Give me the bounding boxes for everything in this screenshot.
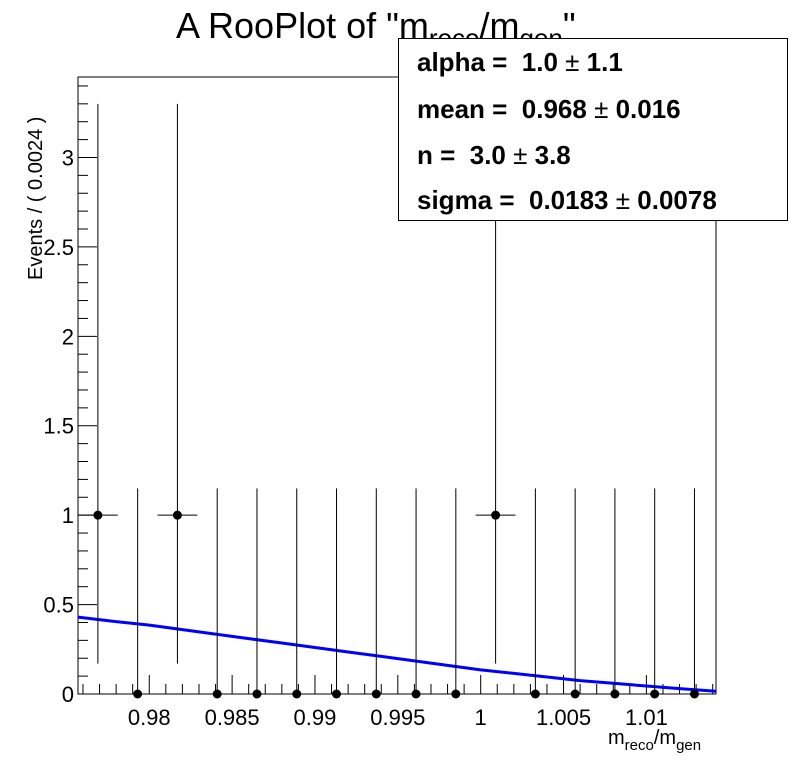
data-marker xyxy=(332,689,342,699)
data-point xyxy=(78,103,118,664)
plus-minus-icon: ± xyxy=(594,94,609,124)
y-tick-label: 1 xyxy=(62,503,74,528)
data-point xyxy=(371,488,381,699)
data-marker xyxy=(570,689,580,699)
data-point xyxy=(570,488,580,699)
stat-alpha-error: 1.1 xyxy=(579,47,623,77)
y-tick-label: 2.5 xyxy=(43,235,74,260)
y-tick-label: 1.5 xyxy=(43,414,74,439)
stat-n-label: n = 3.0 xyxy=(417,140,514,170)
data-marker xyxy=(252,689,262,699)
x-tick-label: 1 xyxy=(475,705,487,730)
data-marker xyxy=(530,689,540,699)
data-point xyxy=(252,488,262,699)
plus-minus-icon: ± xyxy=(513,140,528,170)
data-point xyxy=(689,488,699,699)
data-point xyxy=(411,488,421,699)
data-point xyxy=(610,488,620,699)
data-marker xyxy=(650,689,660,699)
x-tick-label: 0.98 xyxy=(128,705,171,730)
plus-minus-icon: ± xyxy=(615,185,631,215)
y-tick-label: 0.5 xyxy=(43,593,74,618)
y-tick-label: 2 xyxy=(62,324,74,349)
data-marker xyxy=(371,689,381,699)
x-tick-label: 1.01 xyxy=(625,705,668,730)
fit-parameters-box: alpha = 1.0 ± 1.1 mean = 0.968 ± 0.016 n… xyxy=(398,38,788,221)
x-tick-label: 0.985 xyxy=(205,705,260,730)
data-marker xyxy=(451,689,461,699)
data-point xyxy=(212,488,222,699)
y-axis-tick-labels: 0 0.5 1 1.5 2 2.5 3 xyxy=(43,145,74,707)
data-marker xyxy=(212,689,222,699)
stat-alpha: alpha = 1.0 ± 1.1 xyxy=(417,47,623,78)
stat-alpha-label: alpha = 1.0 xyxy=(417,47,566,77)
plot-title: A RooPlot of "mreco/mgen" xyxy=(176,5,576,53)
stat-mean: mean = 0.968 ± 0.016 xyxy=(417,94,681,125)
data-point xyxy=(292,488,302,699)
fit-curve-line xyxy=(77,615,717,693)
data-marker xyxy=(93,510,103,520)
data-marker xyxy=(491,510,501,520)
stat-mean-label: mean = 0.968 xyxy=(417,94,595,124)
data-point xyxy=(332,488,342,699)
data-point xyxy=(157,103,198,664)
y-tick-label: 3 xyxy=(62,145,74,170)
data-point xyxy=(650,488,660,699)
data-point xyxy=(530,488,540,699)
data-marker xyxy=(172,510,182,520)
x-tick-label: 0.995 xyxy=(370,705,425,730)
data-point xyxy=(451,488,461,699)
x-tick-label: 1.005 xyxy=(536,705,591,730)
y-tick-label: 0 xyxy=(62,682,74,707)
stat-mean-error: 0.016 xyxy=(608,94,681,124)
data-points xyxy=(78,103,699,699)
data-marker xyxy=(411,689,421,699)
y-axis-title: Events / ( 0.0024 ) xyxy=(25,117,47,280)
data-marker xyxy=(133,689,143,699)
plus-minus-icon: ± xyxy=(565,47,580,77)
stat-n-error: 3.8 xyxy=(527,140,571,170)
x-axis-tick-labels: 0.98 0.985 0.99 0.995 1 1.005 1.01 xyxy=(128,705,668,730)
x-tick-label: 0.99 xyxy=(294,705,337,730)
data-point xyxy=(133,488,143,699)
stat-n: n = 3.0 ± 3.8 xyxy=(417,140,571,171)
x-axis-title: mreco/mgen xyxy=(608,727,701,754)
stat-sigma-error: 0.0078 xyxy=(630,185,717,215)
data-marker xyxy=(689,689,699,699)
y-axis-ticks xyxy=(78,85,97,695)
stat-sigma-label: sigma = 0.0183 xyxy=(417,185,616,215)
stat-sigma: sigma = 0.0183 ± 0.0078 xyxy=(417,185,717,216)
plot-frame xyxy=(77,76,717,695)
data-marker xyxy=(610,689,620,699)
data-marker xyxy=(292,689,302,699)
